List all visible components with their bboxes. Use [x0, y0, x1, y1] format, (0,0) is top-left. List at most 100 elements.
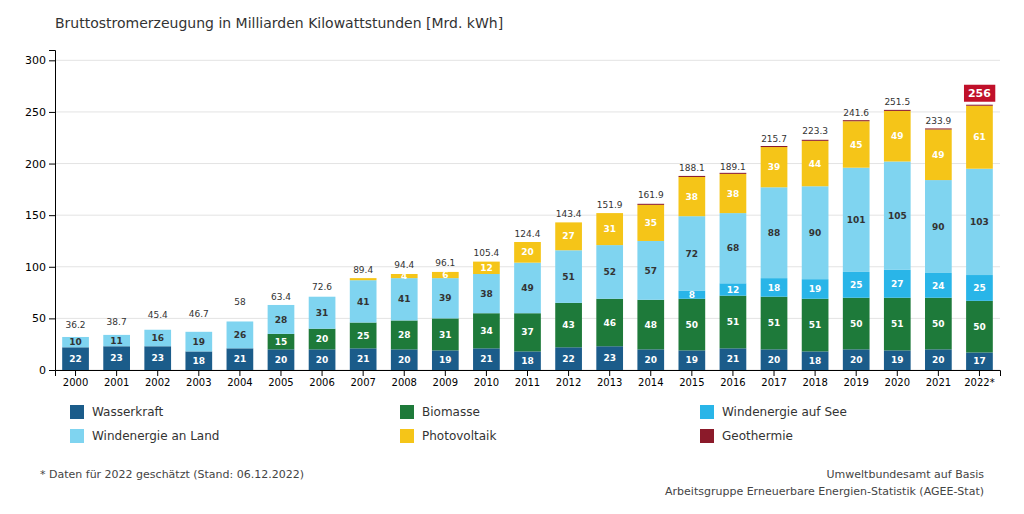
- bar-segment: [925, 298, 952, 350]
- data-label: 39: [439, 293, 452, 303]
- total-highlight: 256: [964, 85, 995, 102]
- bar-segment: [391, 320, 418, 349]
- bar-segment: [720, 173, 747, 174]
- total-label: 188.1: [679, 163, 705, 173]
- footnote: Arbeitsgruppe Erneuerbare Energien-Stati…: [665, 485, 984, 498]
- total-label: 151.9: [597, 200, 623, 210]
- legend-swatch: [400, 429, 414, 443]
- bar-segment: [596, 299, 623, 346]
- bar-segment: [843, 121, 870, 167]
- bar-segment: [62, 347, 89, 370]
- bar-segment: [62, 337, 89, 347]
- x-tick-mark: [527, 370, 528, 376]
- total-label: 251.5: [884, 97, 910, 107]
- bar-segment: [802, 140, 829, 141]
- data-label: 50: [850, 319, 863, 329]
- x-tick-mark: [979, 370, 980, 376]
- bar-segment: [884, 161, 911, 269]
- y-tick-label: 250: [25, 106, 46, 119]
- total-label: 124.4: [515, 229, 541, 239]
- data-label: 11: [110, 336, 123, 346]
- legend: WasserkraftBiomasseWindenergie auf SeeWi…: [70, 405, 847, 443]
- bar-segment: [678, 216, 705, 290]
- y-axis: 050100150200250300: [25, 51, 56, 378]
- total-label: 241.6: [843, 108, 869, 118]
- y-tick-mark: [49, 164, 55, 165]
- y-tick: 50: [32, 312, 55, 325]
- data-label: 38: [686, 192, 699, 202]
- bar-segment: [720, 296, 747, 349]
- legend-label: Biomasse: [422, 405, 480, 419]
- x-tick: 2005: [268, 370, 293, 388]
- data-label: 20: [850, 355, 863, 365]
- bar-segment: [350, 348, 377, 370]
- bar-segment: [309, 349, 336, 370]
- x-tick: 2020: [885, 370, 910, 388]
- title: Bruttostromerzeugung in Milliarden Kilow…: [55, 15, 503, 31]
- x-tick-label: 2000: [63, 377, 88, 388]
- data-label: 37: [521, 327, 534, 337]
- data-label: 21: [727, 354, 740, 364]
- legend-swatch: [700, 429, 714, 443]
- bar-segment: [432, 278, 459, 318]
- bar-segment: [391, 278, 418, 320]
- total-label: 161.9: [638, 190, 664, 200]
- bar-segment: [802, 299, 829, 352]
- data-label: 25: [850, 280, 863, 290]
- bar-segment: [350, 278, 377, 279]
- total-label: 36.2: [66, 320, 86, 330]
- total-label: 58: [234, 297, 246, 307]
- bar-segment: [185, 332, 212, 352]
- bar-segment: [227, 321, 254, 322]
- bar-segment: [432, 318, 459, 350]
- data-label: 49: [932, 150, 945, 160]
- x-tick: 2000: [63, 370, 88, 388]
- x-tick-label: 2002: [145, 377, 170, 388]
- data-label: 27: [891, 279, 904, 289]
- x-tick-mark: [363, 370, 364, 376]
- x-tick-mark: [609, 370, 610, 376]
- x-tick-mark: [116, 370, 117, 376]
- x-tick-label: 2004: [227, 377, 252, 388]
- bar-segment: [144, 330, 171, 347]
- x-tick: 2021: [926, 370, 951, 388]
- bar-segment: [185, 331, 212, 332]
- bar-segment: [555, 303, 582, 347]
- x-tick-mark: [856, 370, 857, 376]
- data-label: 19: [686, 355, 699, 365]
- y-tick-label: 50: [32, 312, 46, 325]
- bar-segment: [309, 296, 336, 297]
- data-label: 12: [480, 263, 493, 273]
- bar-segment: [843, 349, 870, 370]
- segment-labels: 2223231821202021201921182223201921201820…: [69, 131, 989, 366]
- bar-segment: [268, 304, 295, 305]
- bar-segment: [103, 346, 130, 370]
- y-tick-label: 0: [39, 364, 46, 377]
- x-tick-label: 2016: [720, 377, 745, 388]
- x-tick-mark: [568, 370, 569, 376]
- x-tick-label: 2005: [268, 377, 293, 388]
- x-tick-mark: [445, 370, 446, 376]
- x-tick: 2010: [474, 370, 499, 388]
- x-tick-label: 2008: [392, 377, 417, 388]
- x-tick: 2007: [350, 370, 375, 388]
- bar-segment: [884, 270, 911, 298]
- data-label: 18: [193, 356, 206, 366]
- data-label: 19: [439, 355, 452, 365]
- bar-segment: [555, 222, 582, 250]
- data-label: 41: [357, 297, 370, 307]
- data-label: 23: [110, 353, 123, 363]
- y-tick-mark: [49, 112, 55, 113]
- bar-segment: [144, 346, 171, 370]
- data-label: 46: [603, 318, 616, 328]
- legend-label: Wasserkraft: [92, 405, 164, 419]
- bar-segment: [473, 313, 500, 348]
- data-label: 20: [316, 334, 329, 344]
- data-label: 101: [847, 215, 866, 225]
- bar-segment: [350, 278, 377, 280]
- x-tick-mark: [691, 370, 692, 376]
- bar-segment: [761, 187, 788, 278]
- data-label: 25: [357, 331, 370, 341]
- bar-segment: [473, 261, 500, 262]
- data-label: 22: [69, 354, 82, 364]
